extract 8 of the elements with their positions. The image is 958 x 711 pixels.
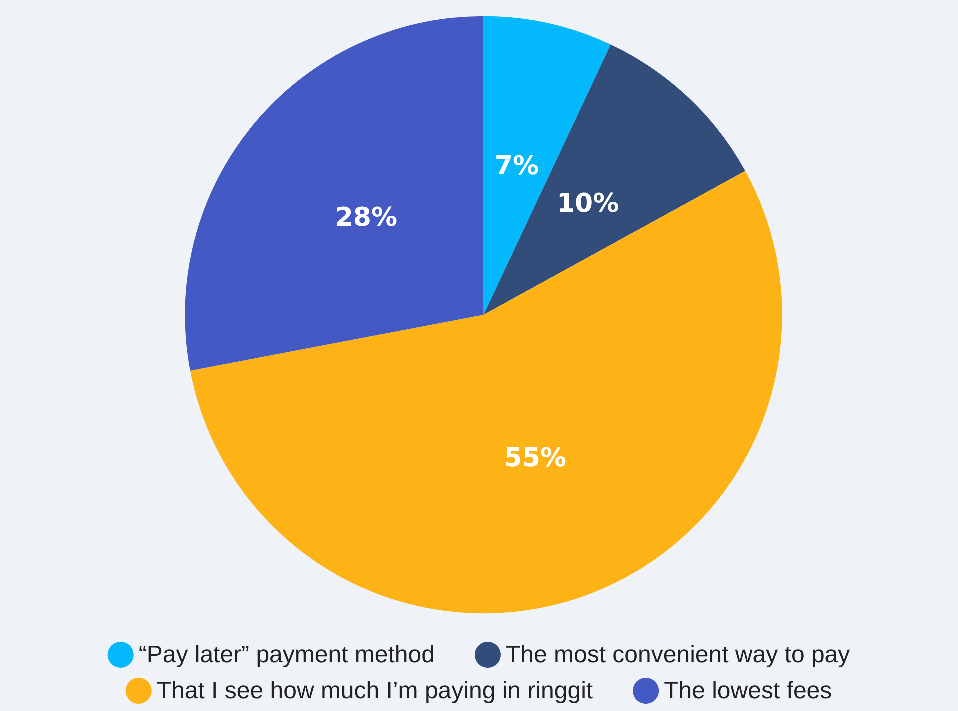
legend-label: The most convenient way to pay bbox=[506, 642, 850, 668]
legend-label: That I see how much I’m paying in ringgit bbox=[156, 678, 594, 704]
legend-label: The lowest fees bbox=[664, 678, 832, 704]
data-label: 7% bbox=[494, 151, 540, 182]
data-label: 55% bbox=[504, 443, 566, 474]
legend-label: “Pay later” payment method bbox=[138, 642, 435, 668]
data-label: 10% bbox=[556, 188, 620, 219]
data-label: 28% bbox=[335, 202, 398, 233]
